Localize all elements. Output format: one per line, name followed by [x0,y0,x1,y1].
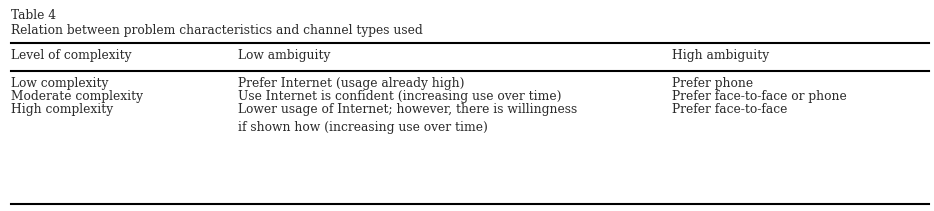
Text: Prefer Internet (usage already high): Prefer Internet (usage already high) [238,77,465,90]
Text: Use Internet is confident (increasing use over time): Use Internet is confident (increasing us… [238,90,561,103]
Text: Prefer face-to-face: Prefer face-to-face [672,103,788,116]
Text: High ambiguity: High ambiguity [672,49,770,62]
Text: Lower usage of Internet; however, there is willingness
if shown how (increasing : Lower usage of Internet; however, there … [238,103,577,134]
Text: Moderate complexity: Moderate complexity [11,90,143,103]
Text: Level of complexity: Level of complexity [11,49,132,62]
Text: Prefer face-to-face or phone: Prefer face-to-face or phone [672,90,847,103]
Text: High complexity: High complexity [11,103,113,116]
Text: Table 4: Table 4 [11,9,56,22]
Text: Prefer phone: Prefer phone [672,77,754,90]
Text: Low complexity: Low complexity [11,77,108,90]
Text: Relation between problem characteristics and channel types used: Relation between problem characteristics… [11,24,423,37]
Text: Low ambiguity: Low ambiguity [238,49,331,62]
